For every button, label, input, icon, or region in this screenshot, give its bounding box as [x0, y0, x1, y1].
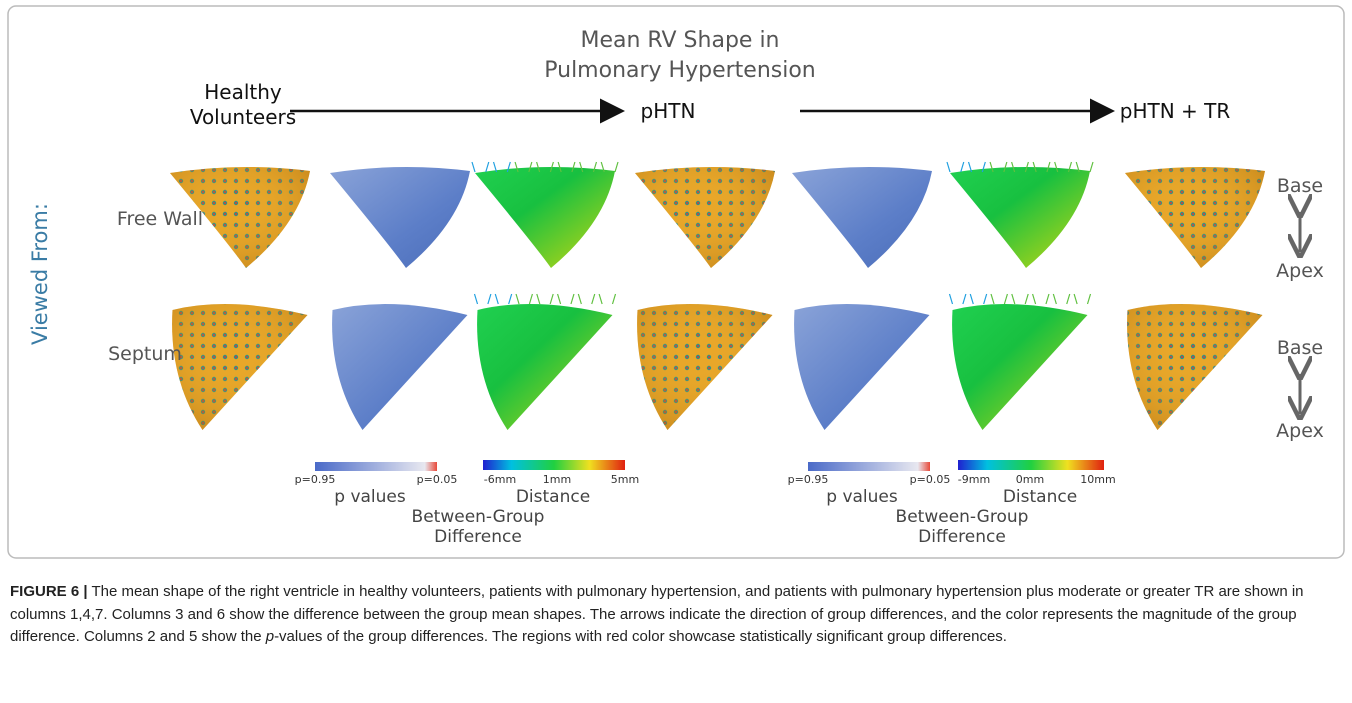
- difference-arrow: [529, 294, 532, 304]
- shading: [1127, 304, 1262, 430]
- difference-map: [475, 167, 615, 268]
- colorbar-label: 1mm: [532, 473, 582, 486]
- orientation-label: Apex: [1260, 420, 1340, 442]
- difference-arrow: [1090, 162, 1093, 172]
- shading: [1125, 167, 1265, 268]
- difference-arrow: [984, 294, 987, 304]
- difference-arrow: [537, 294, 540, 304]
- caption-text: p: [266, 628, 274, 645]
- legend-caption: Between-Group Difference: [877, 507, 1047, 547]
- difference-arrow: [1025, 294, 1028, 304]
- caption-label: FIGURE 6 |: [10, 583, 88, 600]
- group-label: Healthy Volunteers: [183, 80, 303, 130]
- shading: [172, 304, 307, 430]
- difference-arrow: [495, 294, 498, 304]
- difference-arrow: [550, 294, 553, 304]
- difference-arrow: [1033, 294, 1036, 304]
- difference-arrow: [509, 294, 512, 304]
- figure-title: Mean RV Shape in Pulmonary Hypertension: [520, 26, 840, 86]
- difference-arrow: [961, 162, 964, 172]
- difference-arrow: [1004, 294, 1007, 304]
- difference-arrow: [991, 294, 994, 304]
- page: Mean RV Shape in Pulmonary Hypertension …: [0, 0, 1352, 703]
- group-label: pHTN + TR: [1115, 99, 1235, 123]
- difference-map: [952, 304, 1087, 430]
- colorbar-title: p values: [320, 487, 420, 507]
- p-value-map: [794, 304, 929, 430]
- difference-arrow: [1088, 294, 1091, 304]
- difference-arrow: [516, 294, 519, 304]
- difference-arrow: [947, 162, 950, 172]
- colorbar: [315, 462, 437, 471]
- colorbar: [483, 460, 625, 470]
- difference-arrow: [472, 162, 475, 172]
- difference-arrow: [599, 294, 602, 304]
- p-value-map: [332, 304, 467, 430]
- difference-arrow: [488, 294, 491, 304]
- colorbar: [958, 460, 1104, 470]
- shading: [635, 167, 775, 268]
- viewed-from-label: Viewed From:: [28, 184, 52, 364]
- colorbar: [808, 462, 930, 471]
- p-value-map: [792, 167, 932, 268]
- difference-arrow: [613, 294, 616, 304]
- difference-arrow: [571, 294, 574, 304]
- difference-map: [477, 304, 612, 430]
- difference-arrow: [1046, 294, 1049, 304]
- colorbar-title: Distance: [990, 487, 1090, 507]
- colorbar-label: -6mm: [475, 473, 525, 486]
- p-value-map: [330, 167, 470, 268]
- difference-arrow: [1067, 294, 1070, 304]
- difference-arrow: [970, 294, 973, 304]
- group-label: pHTN: [618, 99, 718, 123]
- figure-caption: FIGURE 6 | The mean shape of the right v…: [10, 581, 1340, 649]
- colorbar-label: -9mm: [949, 473, 999, 486]
- colorbar-label: p=0.95: [778, 473, 838, 486]
- colorbar-label: 0mm: [1005, 473, 1055, 486]
- difference-arrow: [615, 162, 618, 172]
- difference-arrow: [1012, 294, 1015, 304]
- difference-arrow: [1074, 294, 1077, 304]
- colorbar-label: p=0.05: [407, 473, 467, 486]
- orientation-label: Base: [1260, 337, 1340, 359]
- view-label: Septum: [95, 343, 195, 365]
- difference-arrow: [592, 294, 595, 304]
- difference-arrow: [1053, 294, 1056, 304]
- shading: [637, 304, 772, 430]
- difference-arrow: [950, 294, 953, 304]
- caption-text: -values of the group differences. The re…: [274, 628, 1007, 645]
- colorbar-label: 5mm: [600, 473, 650, 486]
- difference-arrow: [558, 294, 561, 304]
- legend-caption: Between-Group Difference: [393, 507, 563, 547]
- orientation-label: Base: [1260, 175, 1340, 197]
- difference-arrow: [486, 162, 489, 172]
- difference-map: [950, 167, 1090, 268]
- colorbar-title: p values: [812, 487, 912, 507]
- view-label: Free Wall: [105, 208, 215, 230]
- difference-arrow: [578, 294, 581, 304]
- colorbar-title: Distance: [503, 487, 603, 507]
- orientation-label: Apex: [1260, 260, 1340, 282]
- difference-arrow: [963, 294, 966, 304]
- colorbar-label: 10mm: [1073, 473, 1123, 486]
- difference-arrow: [475, 294, 478, 304]
- colorbar-label: p=0.95: [285, 473, 345, 486]
